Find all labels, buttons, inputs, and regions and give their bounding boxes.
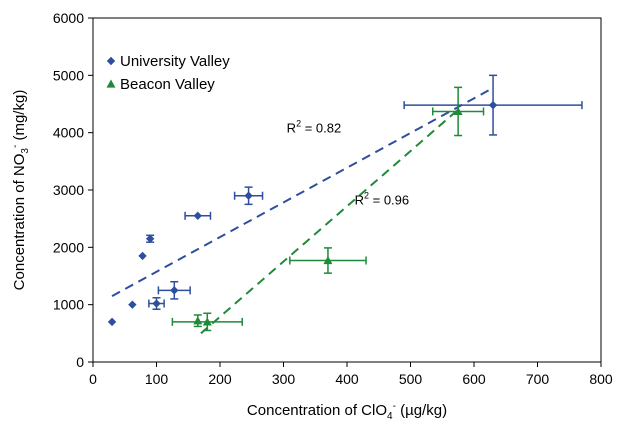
university-valley-data-point <box>244 191 253 200</box>
university-valley-data-point <box>145 234 155 243</box>
x-tick-label: 200 <box>208 371 232 387</box>
beacon-valley-legend-label: Beacon Valley <box>120 76 215 93</box>
y-axis-title-main: Concentration of NO <box>11 154 28 291</box>
ticks-layer: 0 100 200 300 400 500 600 700 800 0 1000 2000 3000 40… <box>53 10 613 387</box>
x-axis-title-subscript: 4 <box>387 411 393 422</box>
beacon-valley-legend-marker <box>106 79 116 88</box>
university-valley-r2-label: R2 = 0.82 <box>287 119 342 136</box>
university-valley-data-point <box>107 317 117 327</box>
x-tick-label: 500 <box>399 371 423 387</box>
x-tick-label: 700 <box>526 371 550 387</box>
x-axis-title-main: Concentration of ClO <box>247 402 387 419</box>
x-tick-label: 400 <box>335 371 359 387</box>
beacon-valley-data-point <box>202 317 212 326</box>
x-axis-title: Concentration of ClO4- (µg/kg) <box>247 401 447 422</box>
beacon-valley-r2-label-value: = 0.96 <box>369 192 409 207</box>
y-tick-label: 4000 <box>53 125 84 141</box>
y-tick-label: 2000 <box>53 239 84 255</box>
x-tick-label: 800 <box>589 371 613 387</box>
beacon-valley-trendline <box>200 106 462 335</box>
university-valley-data-point <box>128 300 137 309</box>
university-valley-data-point <box>138 251 147 261</box>
university-valley-legend-marker <box>106 56 116 66</box>
beacon-valley-data-point <box>323 256 333 265</box>
y-axis-title-superscript: - <box>10 145 21 148</box>
x-tick-label: 300 <box>272 371 296 387</box>
y-axis-title-unit: (mg/kg) <box>11 90 28 145</box>
y-tick-label: 1000 <box>53 297 84 313</box>
y-tick-label: 5000 <box>53 67 84 83</box>
y-axis-title: Concentration of NO3- (mg/kg) <box>10 90 31 291</box>
university-valley-trendline <box>111 87 494 297</box>
x-tick-label: 100 <box>145 371 169 387</box>
beacon-valley-r2-label: R2 = 0.96 <box>355 190 410 207</box>
x-axis-title-superscript: - <box>393 401 396 412</box>
y-tick-label: 0 <box>76 354 84 370</box>
x-tick-label: 0 <box>89 371 97 387</box>
beacon-valley-r2-label-superscript: 2 <box>364 190 369 200</box>
beacon-valley-data-point <box>453 106 463 116</box>
axis-titles: Concentration of ClO4- (µg/kg)Concentrat… <box>10 90 447 422</box>
y-tick-label: 3000 <box>53 182 84 198</box>
university-valley-data-point <box>152 299 161 308</box>
university-valley-data-point <box>488 100 498 110</box>
beacon-valley-r2-label-main: R <box>355 192 364 207</box>
legend: University Valley Beacon Valley <box>106 53 230 93</box>
x-axis-title-unit: (µg/kg) <box>396 402 447 419</box>
university-valley-r2-label-superscript: 2 <box>296 119 301 129</box>
y-tick-label: 6000 <box>53 10 84 26</box>
university-valley-data-point <box>193 211 202 220</box>
university-valley-r2-label-value: = 0.82 <box>301 121 341 136</box>
university-valley-r2-label-main: R <box>287 121 296 136</box>
university-valley-data-point <box>170 286 179 295</box>
university-valley-legend-label: University Valley <box>120 53 230 70</box>
x-tick-label: 600 <box>462 371 486 387</box>
y-axis-title-subscript: 3 <box>20 148 31 154</box>
